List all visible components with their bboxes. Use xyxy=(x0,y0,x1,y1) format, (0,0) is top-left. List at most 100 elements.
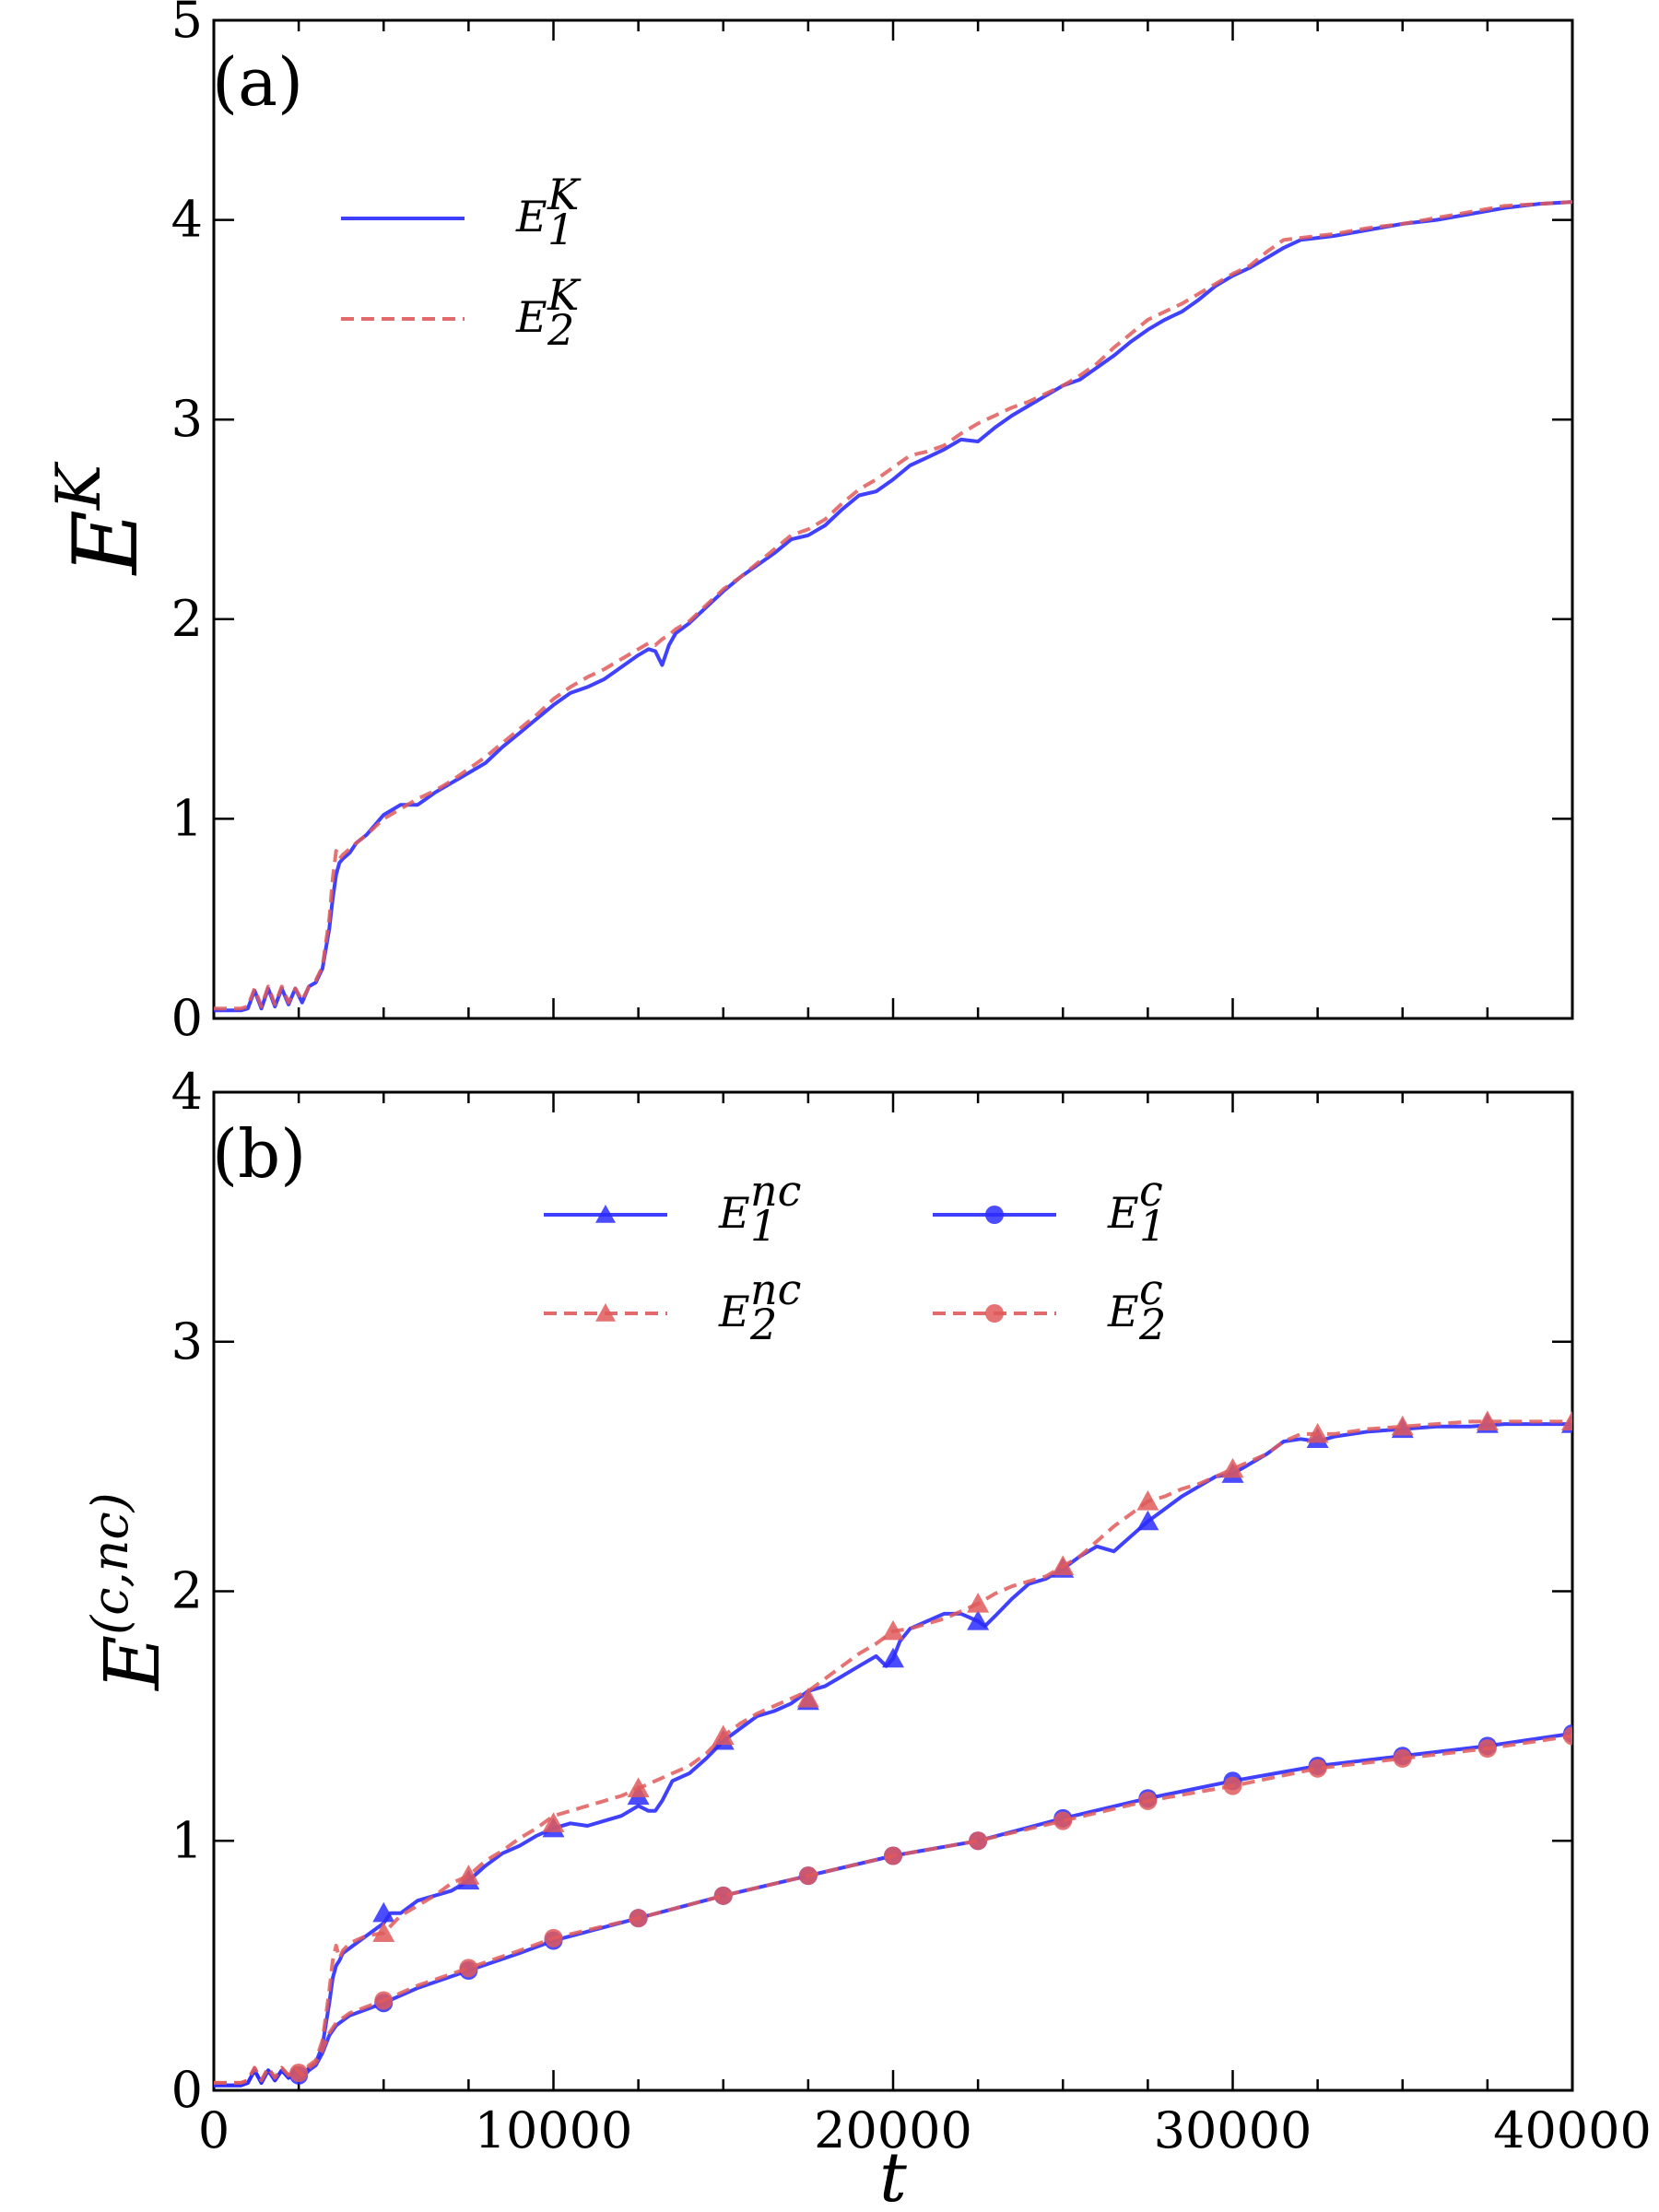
y-axis-title-base: E xyxy=(89,1635,177,1692)
legend-label-base: E xyxy=(1107,1188,1139,1238)
y-tick-label: 3 xyxy=(171,390,203,448)
legend-label-E_2^c: E xyxy=(1107,1287,1139,1336)
y-axis-title-text: E(c,nc) xyxy=(81,1492,177,1691)
legend-label-sub: 2 xyxy=(1138,1300,1166,1349)
plot-area xyxy=(214,1410,1572,2088)
y-tick-label: 0 xyxy=(171,2061,203,2119)
legend-label-base: E xyxy=(718,1188,750,1238)
marker-triangle-E_2^nc xyxy=(1052,1555,1075,1576)
marker-circle-E_2^c xyxy=(969,1831,988,1851)
legend-label-E_2^nc: E xyxy=(718,1287,750,1336)
marker-circle-E_2^c xyxy=(1053,1811,1073,1830)
legend-label-sub: 2 xyxy=(547,305,574,355)
legend-label-sup: c xyxy=(1139,1265,1163,1314)
y-tick-label: 3 xyxy=(171,1312,203,1371)
plot-area xyxy=(214,200,1572,1013)
legend-marker-E_2^nc xyxy=(595,1303,616,1322)
marker-triangle-E_1^nc xyxy=(1136,1510,1159,1531)
x-axis-title: t xyxy=(879,2138,907,2212)
legend-label-E_2^K: E xyxy=(515,292,547,342)
legend: E K1E K2 xyxy=(341,170,582,355)
marker-triangle-E_2^nc xyxy=(627,1777,650,1797)
series-line-E_2^c xyxy=(214,1734,1572,2085)
legend-label-sup: nc xyxy=(750,1166,801,1216)
series-line-E_2^K xyxy=(214,200,1572,1011)
x-tick-label: 10000 xyxy=(475,2101,633,2159)
marker-triangle-E_1^nc xyxy=(372,1901,395,1923)
legend-label-sup: K xyxy=(547,270,582,320)
x-tick-label: 30000 xyxy=(1154,2101,1312,2159)
series-line-E_1^K xyxy=(214,200,1572,1013)
legend-label-E_1^K: E xyxy=(515,192,547,241)
y-axis-title-sup: (c,nc) xyxy=(81,1492,139,1635)
y-tick-label: 0 xyxy=(171,989,203,1047)
legend-marker-E_1^nc xyxy=(595,1205,616,1223)
panel-label: (a) xyxy=(212,43,303,121)
marker-triangle-E_2^nc xyxy=(967,1593,990,1613)
y-axis-title-text: EK xyxy=(43,461,158,576)
x-tick-label: 0 xyxy=(198,2101,229,2159)
y-tick-label: 4 xyxy=(171,191,203,249)
legend-label-sub: 1 xyxy=(750,1201,777,1251)
legend-marker-E_2^c xyxy=(985,1304,1004,1323)
marker-circle-E_2^c xyxy=(1477,1739,1497,1759)
marker-circle-E_2^c xyxy=(1223,1776,1242,1795)
y-tick-label: 1 xyxy=(171,1811,203,1869)
marker-circle-E_2^c xyxy=(374,1991,394,2010)
y-tick-label: 4 xyxy=(171,1063,203,1121)
legend-label-base: E xyxy=(718,1287,750,1336)
marker-triangle-E_2^nc xyxy=(1476,1410,1499,1430)
panel-label: (b) xyxy=(212,1115,306,1193)
y-tick-label: 2 xyxy=(171,1562,203,1620)
legend-label-base: E xyxy=(1107,1287,1139,1336)
x-tick-label: 20000 xyxy=(814,2101,972,2159)
marker-triangle-E_2^nc xyxy=(712,1724,735,1746)
series-line-E_1^c xyxy=(214,1731,1572,2088)
marker-circle-E_2^c xyxy=(1393,1748,1412,1768)
marker-circle-E_2^c xyxy=(1308,1759,1327,1778)
legend-marker-E_1^c xyxy=(985,1206,1004,1224)
legend-label-base: E xyxy=(515,292,547,342)
marker-triangle-E_2^nc xyxy=(1561,1410,1572,1430)
marker-triangle-E_2^nc xyxy=(882,1619,904,1641)
marker-circle-E_2^c xyxy=(713,1886,733,1905)
series-line-E_1^nc xyxy=(214,1422,1572,2088)
marker-triangle-E_1^nc xyxy=(967,1609,990,1630)
y-tick-label: 1 xyxy=(171,789,203,847)
marker-triangle-E_2^nc xyxy=(457,1865,480,1885)
legend-label-base: E xyxy=(515,192,547,241)
marker-circle-E_2^c xyxy=(544,1928,563,1947)
marker-circle-E_2^c xyxy=(884,1846,902,1865)
marker-triangle-E_1^nc xyxy=(882,1647,904,1668)
legend-label-sub: 1 xyxy=(1139,1201,1166,1251)
marker-triangle-E_2^nc xyxy=(542,1812,565,1832)
marker-circle-E_2^c xyxy=(1138,1791,1158,1810)
marker-circle-E_2^c xyxy=(289,2064,309,2083)
legend-label-sub: 2 xyxy=(749,1300,777,1349)
marker-triangle-E_2^nc xyxy=(1391,1415,1414,1436)
series-line-E_2^nc xyxy=(214,1419,1572,2085)
legend-label-E_1^nc: E xyxy=(718,1188,750,1238)
y-axis-title-sup: K xyxy=(43,461,114,511)
legend-label-sup: nc xyxy=(750,1265,801,1314)
marker-triangle-E_2^nc xyxy=(372,1922,395,1943)
plot-frame xyxy=(212,18,1574,1020)
y-tick-label: 2 xyxy=(171,590,203,648)
plot-frame xyxy=(212,1090,1574,2092)
legend-label-E_1^c: E xyxy=(1107,1188,1139,1238)
legend-label-sup: c xyxy=(1139,1166,1163,1216)
legend-label-sup: K xyxy=(547,170,582,219)
y-axis-title: E(c,nc) xyxy=(81,1492,177,1691)
marker-triangle-E_2^nc xyxy=(1136,1490,1159,1511)
y-axis-title-base: E xyxy=(54,510,158,576)
marker-triangle-E_2^nc xyxy=(796,1687,819,1708)
marker-circle-E_2^c xyxy=(459,1959,478,1978)
marker-triangle-E_2^nc xyxy=(1221,1457,1244,1478)
marker-triangle-E_2^nc xyxy=(1306,1422,1329,1443)
x-tick-label: 40000 xyxy=(1493,2101,1652,2159)
y-tick-label: 5 xyxy=(171,0,203,49)
